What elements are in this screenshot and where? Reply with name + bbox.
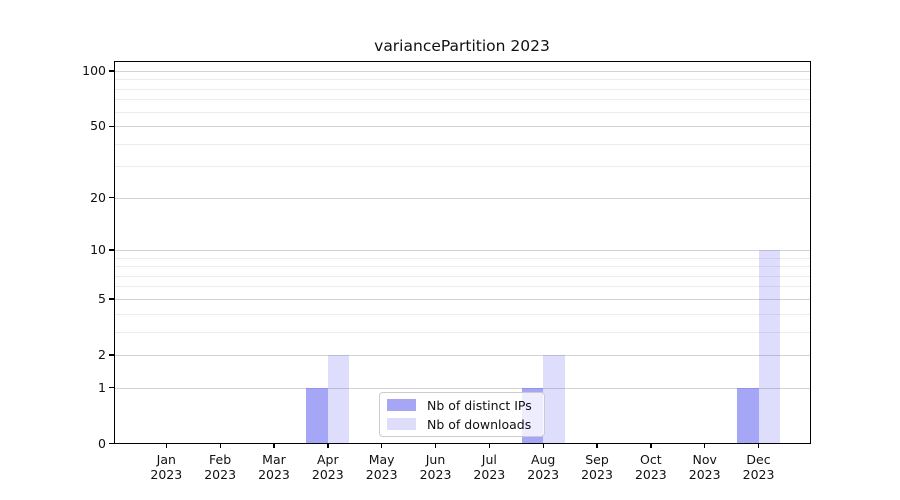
gridline-minor — [113, 313, 811, 315]
gridline-minor — [113, 266, 811, 268]
legend-label-downloads: Nb of downloads — [427, 416, 532, 432]
x-tick-mark — [757, 443, 760, 448]
grid-layer — [113, 61, 811, 444]
x-tick-label: Jul 2023 — [473, 451, 506, 483]
x-tick-label: Dec 2023 — [742, 451, 775, 483]
x-tick-mark — [219, 443, 221, 448]
gridline-minor — [113, 166, 811, 168]
x-tick-label: Sep 2023 — [581, 451, 613, 483]
y-tick-label: 100 — [82, 62, 106, 78]
gridline-major — [113, 249, 811, 251]
x-tick-mark — [273, 443, 275, 448]
y-tick-label: 5 — [98, 290, 106, 306]
x-tick-mark — [650, 443, 652, 448]
gridline-minor — [113, 275, 811, 277]
legend-label-distinct-ips: Nb of distinct IPs — [427, 397, 532, 413]
plot-area — [113, 61, 812, 444]
x-tick-mark — [327, 443, 329, 448]
y-tick-label: 0 — [98, 435, 106, 451]
x-tick-mark — [488, 443, 491, 448]
gridline-minor — [113, 111, 811, 113]
gridline-major — [113, 298, 811, 300]
gridline-minor — [113, 143, 811, 145]
bar-distinct-ips — [306, 387, 328, 444]
gridline-major — [113, 197, 811, 199]
bar-distinct-ips — [737, 387, 759, 444]
bar-downloads — [543, 354, 565, 444]
y-tick-label: 2 — [98, 346, 106, 362]
gridline-minor — [113, 88, 811, 90]
gridline-minor — [113, 257, 811, 259]
bar-downloads — [327, 354, 350, 444]
x-tick-label: Oct 2023 — [634, 451, 667, 483]
gridline-major — [113, 126, 811, 128]
legend-swatch-distinct-ips-icon — [387, 399, 416, 411]
x-tick-mark — [542, 443, 544, 448]
x-tick-mark — [165, 443, 167, 448]
y-tick-label: 1 — [98, 379, 106, 395]
legend-item-distinct-ips: Nb of distinct IPs — [380, 396, 544, 414]
y-tick-label: 50 — [90, 118, 106, 134]
x-tick-label: Aug 2023 — [527, 451, 560, 483]
x-tick-label: Feb 2023 — [204, 451, 237, 483]
gridline-minor — [113, 79, 811, 81]
gridline-major — [113, 70, 811, 72]
legend-swatch-downloads-icon — [387, 418, 416, 430]
gridline-minor — [113, 286, 811, 288]
x-tick-mark — [704, 443, 706, 448]
x-tick-label: May 2023 — [365, 451, 398, 483]
y-tick-label: 10 — [90, 241, 106, 257]
x-tick-mark — [381, 443, 383, 448]
chart-title: variancePartition 2023 — [374, 37, 550, 55]
x-tick-label: Jan 2023 — [150, 451, 183, 483]
x-tick-mark — [596, 443, 598, 448]
x-tick-mark — [434, 443, 437, 448]
legend-item-downloads: Nb of downloads — [380, 415, 544, 433]
y-tick-label: 20 — [90, 189, 106, 205]
x-tick-label: Apr 2023 — [311, 451, 344, 483]
bars-layer — [114, 61, 812, 444]
bar-downloads — [758, 249, 781, 444]
gridline-minor — [113, 331, 811, 333]
gridline-major — [113, 354, 811, 356]
legend: Nb of distinct IPs Nb of downloads — [379, 392, 545, 437]
x-tick-label: Nov 2023 — [688, 451, 721, 483]
gridline-minor — [113, 99, 811, 101]
x-tick-label: Jun 2023 — [419, 451, 452, 483]
x-tick-label: Mar 2023 — [258, 451, 290, 483]
gridline-major — [113, 387, 811, 389]
